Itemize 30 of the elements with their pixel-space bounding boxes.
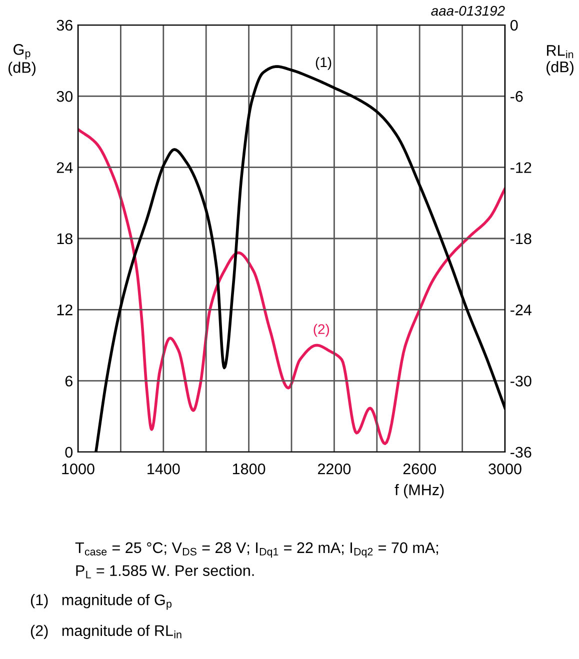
y2-axis-title: RL$_{in}$ (dB): [546, 45, 574, 76]
y2-tick-label: -6: [510, 91, 523, 102]
y2-tick-label: -12: [510, 162, 532, 173]
y-tick-label: 0: [65, 446, 73, 458]
y-tick-label: 18: [57, 233, 72, 244]
y2-tick-label: -30: [510, 376, 532, 387]
text: P$_{L}$ = 1.585 W. Per section.: [76, 564, 254, 578]
x-tick-label: 2200: [318, 464, 351, 474]
y2-tick-label: 0: [510, 20, 518, 31]
x-tick-label: 1400: [148, 464, 180, 474]
text: aaa-013192: [431, 6, 505, 16]
y-tick-label: 6: [65, 376, 72, 387]
x-axis-title: f (MHz): [394, 484, 444, 498]
y2-tick-label: -24: [510, 304, 532, 316]
y-tick-label: 36: [56, 20, 72, 31]
y-tick-label: 12: [57, 304, 72, 316]
x-tick-label: 1000: [62, 464, 94, 474]
text: (2) magnitude of RL$_{in}$: [30, 624, 182, 640]
x-tick-label: 3000: [488, 464, 522, 474]
y-axis-title: G$_{p}$ (dB): [8, 44, 36, 76]
annotation: (1): [316, 56, 332, 70]
y2-tick-label: -36: [510, 446, 532, 458]
x-tick-label: 1800: [232, 464, 266, 474]
y-tick-label: 30: [56, 91, 73, 102]
text: T$_{case}$ = 25 °C; V$_{DS}$ = 28 V; I$_{Dq1}$ = 22 mA; I$_{Dq2}$ = 70 mA;: [75, 542, 438, 558]
y-tick-label: 24: [56, 162, 73, 173]
annotation: (2): [314, 324, 330, 337]
x-tick-label: 2600: [403, 464, 436, 474]
y2-tick-label: -18: [510, 233, 532, 244]
text: (1) magnitude of G$_{p}$: [30, 594, 172, 610]
